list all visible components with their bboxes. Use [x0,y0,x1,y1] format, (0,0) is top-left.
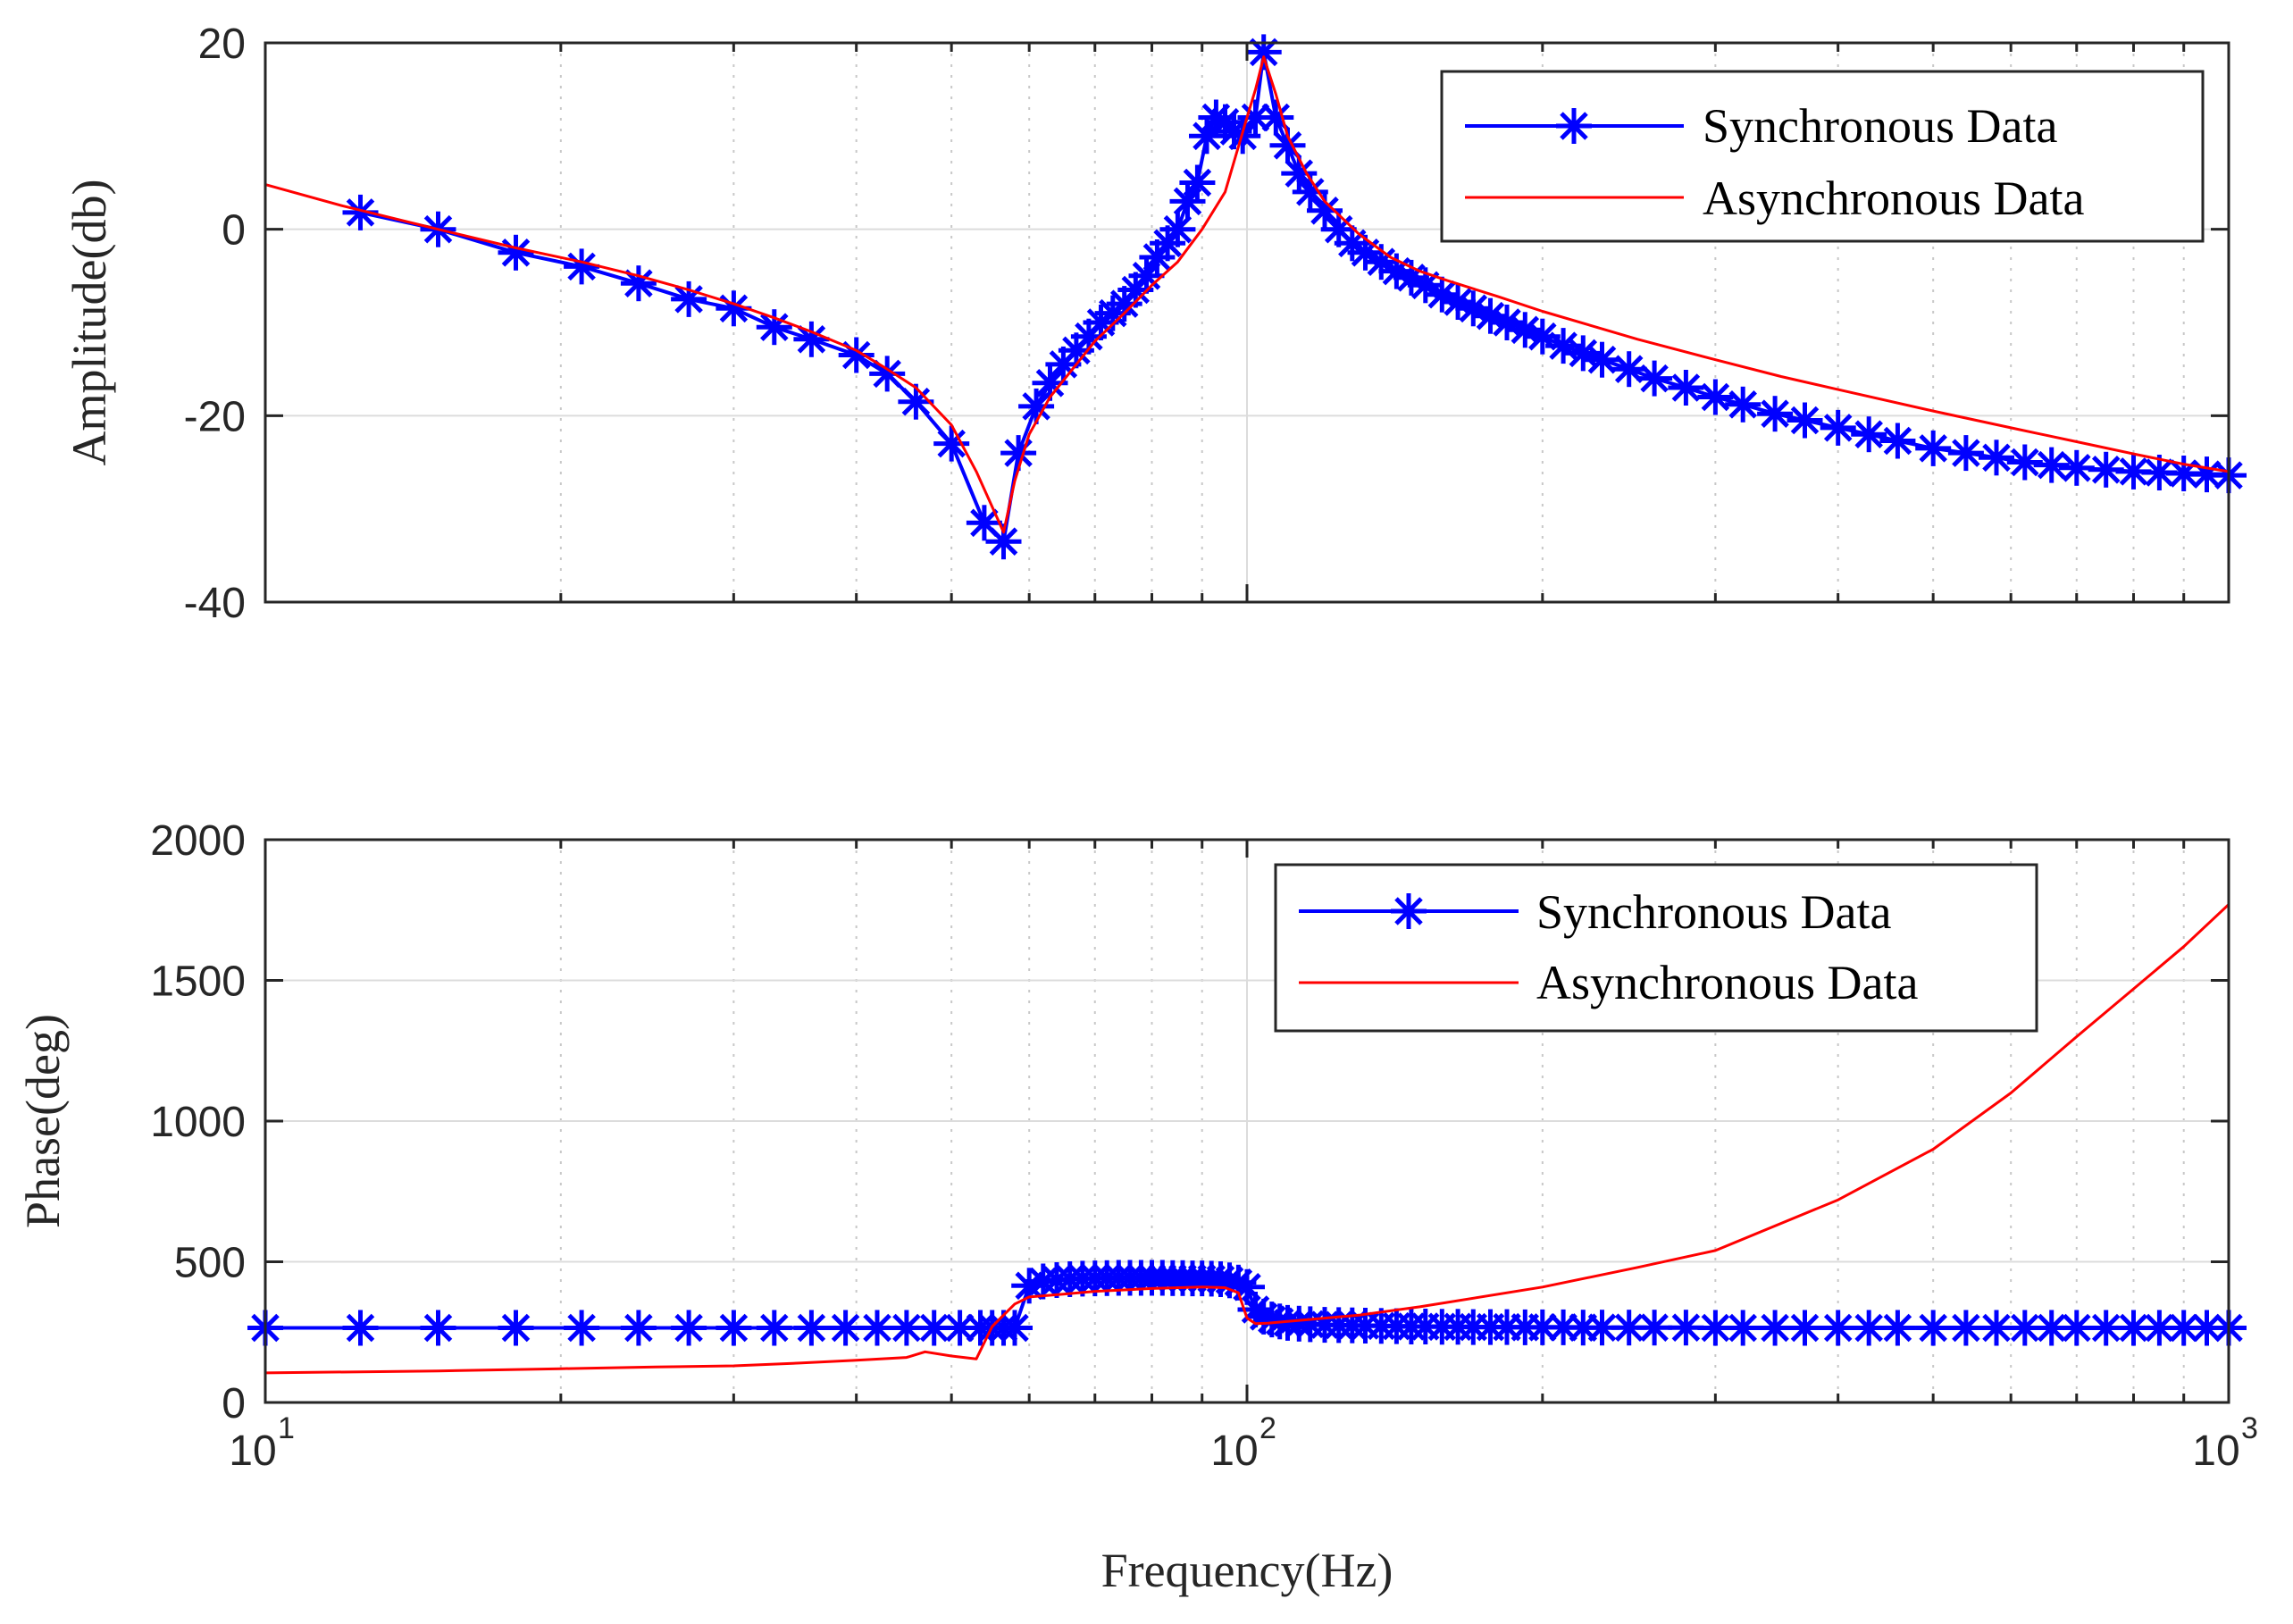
amplitude-ylabel: Amplitude(db) [63,180,116,466]
phase-sync-point [1725,1310,1762,1346]
amplitude-y-tick-label: 0 [222,207,246,255]
amplitude-sync-point [2141,455,2178,490]
phase-y-tick-label: 500 [174,1240,246,1287]
amplitude-sync-point [1292,173,1328,210]
amplitude-y-tick-label: -20 [184,393,246,440]
phase-y-tick-label: 1000 [150,1099,246,1146]
amplitude-sync-point [1584,341,1620,378]
amplitude-sync-point [2033,447,2070,483]
amplitude-sync-point [1947,435,1984,472]
phase-sync-point [2115,1310,2152,1346]
amplitude-sync-point [1611,351,1647,388]
amplitude-sync-point [1159,211,1196,247]
phase-y-tick-label: 1500 [150,958,246,1006]
x-tick-exponent: 3 [2241,1411,2258,1445]
amplitude-async-line [264,55,2230,534]
x-tick-label: 10 [229,1427,276,1475]
amplitude-legend-async-label: Asynchronous Data [1703,172,2084,225]
amplitude-sync-point [498,234,534,271]
amplitude-sync-point [1424,276,1460,313]
phase-async-line [264,903,2230,1375]
amplitude-sync-point [342,194,379,230]
amplitude-legend[interactable]: Synchronous Data Asynchronous Data [1440,70,2205,243]
x-tick-exponent: 2 [1259,1411,1276,1445]
amplitude-y-tick-label: -40 [184,580,246,627]
amplitude-sync-point [985,523,1022,560]
amplitude-sync-point [1851,416,1887,453]
amplitude-sync-point [1697,379,1734,415]
amplitude-sync-point [1725,386,1762,423]
phase-legend-box [1274,863,2038,1033]
phase-plot-area [247,903,2247,1375]
x-tick-exponent: 1 [278,1411,295,1445]
phase-sync-point [2088,1310,2124,1346]
amplitude-sync-point [1820,409,1856,446]
x-tick-label: 10 [2192,1427,2239,1475]
phase-y-tick-label: 0 [222,1380,246,1427]
amplitude-sync-point [1979,439,2014,476]
phase-legend-sync-marker [1391,893,1427,929]
phase-sync-point [498,1310,534,1346]
amplitude-panel: -40 -20 0 20 Amplitude(db) Synchronous Data… [63,21,2247,627]
phase-sync-point [1879,1310,1916,1346]
x-tick-label: 10 [1210,1427,1258,1475]
amplitude-sync-point [1915,430,1952,466]
amplitude-plot-area [264,34,2247,560]
phase-ylabel: Phase(deg) [16,1014,70,1228]
amplitude-sync-point [838,337,875,373]
phase-legend-async-label: Asynchronous Data [1536,956,1918,1009]
amplitude-sync-point [933,425,970,462]
amplitude-sync-point [1636,360,1673,397]
phase-xlabel: Frequency(Hz) [1101,1544,1393,1597]
phase-sync-point [716,1310,752,1346]
phase-sync-point [1979,1310,2014,1346]
amplitude-sync-point [1757,396,1794,432]
amplitude-sync-point [1307,192,1343,229]
amplitude-sync-point [1879,423,1916,459]
amplitude-sync-point [1668,370,1704,406]
phase-sync-point [1915,1310,1952,1346]
phase-legend[interactable]: Synchronous Data Asynchronous Data [1274,863,2038,1033]
phase-sync-point [2033,1310,2070,1346]
phase-sync-point [827,1310,864,1346]
amplitude-sync-point [1179,164,1216,201]
amplitude-legend-box [1440,70,2205,243]
phase-sync-point [564,1310,600,1346]
amplitude-sync-point [1169,183,1206,220]
phase-sync-point [2141,1310,2178,1346]
amplitude-sync-point [1018,388,1055,424]
amplitude-axis-ticks: -40 -20 0 20 [184,21,2230,627]
phase-sync-point [420,1310,456,1346]
phase-sync-point [793,1310,830,1346]
amplitude-sync-point [564,248,600,285]
amplitude-sync-point [756,309,792,346]
amplitude-sync-point [2006,444,2043,481]
amplitude-sync-point [671,280,707,317]
amplitude-sync-point [793,321,830,357]
phase-sync-point [1757,1310,1794,1346]
phase-sync-point [756,1310,792,1346]
amplitude-sync-point [1787,402,1823,439]
phase-sync-point [1947,1310,1984,1346]
amplitude-legend-sync-label: Synchronous Data [1703,99,2057,153]
phase-sync-point [1636,1310,1673,1346]
amplitude-sync-point [1245,34,1282,71]
amplitude-y-tick-label: 20 [198,21,246,68]
phase-sync-point [620,1310,657,1346]
phase-sync-point [997,1310,1033,1346]
phase-sync-point [671,1310,707,1346]
phase-sync-point [1820,1310,1856,1346]
phase-sync-point [1787,1310,1823,1346]
phase-sync-point [342,1310,379,1346]
amplitude-sync-point [620,265,657,302]
amplitude-legend-sync-marker [1556,108,1592,144]
phase-y-tick-label: 2000 [150,817,246,865]
phase-legend-sync-label: Synchronous Data [1536,885,1891,939]
